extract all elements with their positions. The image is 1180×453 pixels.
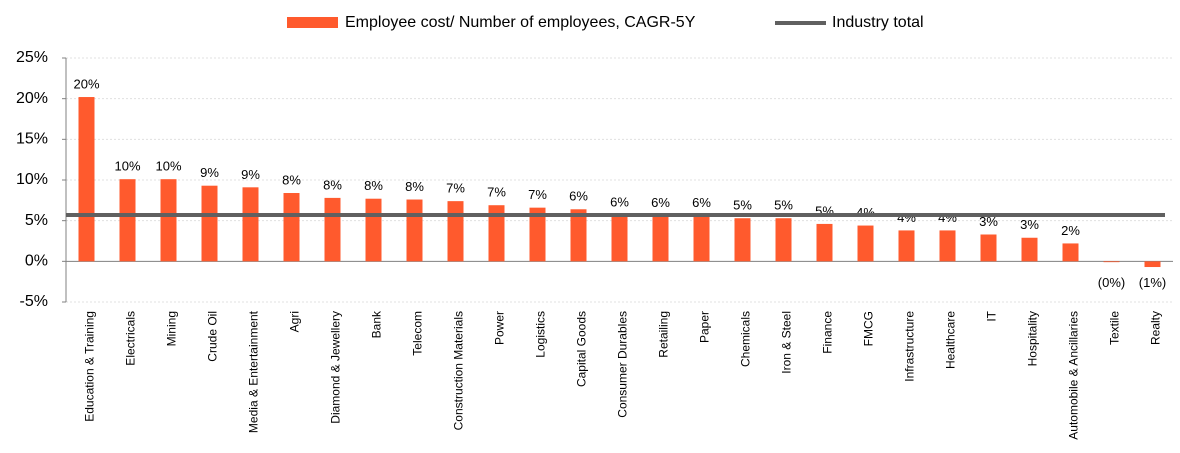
bar [529, 207, 546, 262]
bar [611, 214, 628, 262]
data-label: 4% [938, 210, 957, 225]
x-tick-label: Logistics [534, 311, 548, 358]
bar [365, 198, 382, 262]
data-label: 3% [979, 214, 998, 229]
x-tick-label: Construction Materials [452, 311, 466, 430]
bar [816, 223, 833, 262]
bar [1103, 261, 1120, 263]
data-label: (1%) [1139, 275, 1166, 290]
y-tick-label: 25% [16, 49, 48, 66]
x-tick-label: Education & Training [83, 311, 97, 422]
bar [160, 179, 177, 262]
bar [939, 230, 956, 262]
x-tick-label: Finance [821, 311, 835, 354]
y-tick-label: 15% [16, 131, 48, 148]
data-label: 10% [114, 159, 140, 174]
x-tick-label: Retailing [657, 311, 671, 358]
bar [242, 187, 259, 262]
bar [119, 179, 136, 262]
x-tick-label: Healthcare [944, 311, 958, 369]
bar [693, 215, 710, 262]
data-label: 3% [1020, 217, 1039, 232]
data-label: 6% [692, 195, 711, 210]
x-tick-label: Diamond & Jewellery [329, 311, 343, 424]
data-label: 8% [282, 172, 301, 187]
legend-label: Employee cost/ Number of employees, CAGR… [345, 14, 696, 31]
bar [406, 199, 423, 262]
data-label: 5% [733, 198, 752, 213]
bar [488, 205, 505, 262]
x-tick-label: Consumer Durables [616, 311, 630, 418]
bar [1144, 261, 1161, 268]
bar [775, 218, 792, 262]
bar [1021, 237, 1038, 262]
bar [898, 230, 915, 262]
x-tick-label: Mining [165, 311, 179, 346]
bar [734, 218, 751, 262]
x-tick-label: Infrastructure [903, 311, 917, 382]
x-tick-label: Automobile & Ancillaries [1067, 311, 1081, 440]
data-label: 4% [897, 210, 916, 225]
data-label: 7% [528, 187, 547, 202]
x-tick-label: Realty [1149, 311, 1163, 345]
x-tick-label: Iron & Steel [780, 311, 794, 374]
data-label: 6% [610, 194, 629, 209]
x-tick-label: Media & Entertainment [247, 310, 261, 433]
bar [78, 97, 95, 262]
data-label: 8% [405, 179, 424, 194]
x-tick-label: Capital Goods [575, 311, 589, 387]
data-label: 8% [364, 178, 383, 193]
y-tick-label: 5% [25, 212, 48, 229]
bar [324, 197, 341, 262]
data-label: 4% [856, 205, 875, 220]
x-tick-label: IT [985, 310, 999, 321]
data-label: 7% [446, 181, 465, 196]
x-tick-label: Hospitality [1026, 311, 1040, 366]
x-tick-label: Power [493, 311, 507, 345]
data-label: 7% [487, 185, 506, 200]
data-label: 9% [200, 165, 219, 180]
x-tick-label: FMCG [862, 311, 876, 346]
bar [652, 215, 669, 262]
x-tick-label: Chemicals [739, 311, 753, 367]
y-tick-label: 20% [16, 90, 48, 107]
bar [201, 185, 218, 262]
x-tick-label: Paper [698, 311, 712, 343]
x-tick-label: Bank [370, 310, 384, 338]
data-label: 8% [323, 177, 342, 192]
bar [283, 193, 300, 262]
y-tick-label: 10% [16, 171, 48, 188]
data-label: 9% [241, 167, 260, 182]
y-tick-label: -5% [20, 293, 48, 310]
data-label: 6% [569, 189, 588, 204]
bar [857, 225, 874, 262]
data-label: (0%) [1098, 275, 1125, 290]
legend-label: Industry total [832, 14, 924, 31]
data-label: 20% [73, 76, 99, 91]
data-label: 5% [774, 198, 793, 213]
y-tick-label: 0% [25, 253, 48, 270]
x-tick-label: Electricals [124, 311, 138, 366]
legend-swatch [287, 17, 338, 28]
data-label: 6% [651, 195, 670, 210]
data-label: 2% [1061, 223, 1080, 238]
bar [447, 201, 464, 262]
x-tick-label: Telecom [411, 311, 425, 356]
bar [1062, 243, 1079, 262]
x-tick-label: Crude Oil [206, 311, 220, 362]
x-tick-label: Agri [288, 311, 302, 332]
data-label: 10% [155, 159, 181, 174]
x-tick-label: Textile [1108, 311, 1122, 345]
bar [570, 209, 587, 262]
bar [980, 234, 997, 262]
